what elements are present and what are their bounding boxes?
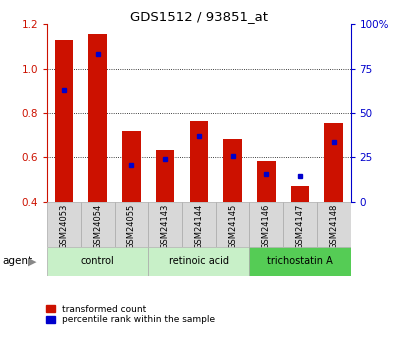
Bar	[256, 161, 275, 202]
Bar	[88, 34, 107, 202]
Text: GSM24144: GSM24144	[194, 204, 203, 249]
Bar	[223, 139, 241, 202]
Bar	[148, 202, 182, 247]
Bar	[155, 150, 174, 202]
Text: GSM24055: GSM24055	[127, 204, 136, 249]
Bar	[249, 202, 283, 247]
Bar	[283, 202, 316, 247]
Text: trichostatin A: trichostatin A	[266, 256, 332, 266]
Title: GDS1512 / 93851_at: GDS1512 / 93851_at	[130, 10, 267, 23]
Bar	[148, 247, 249, 276]
Bar	[189, 121, 208, 202]
Bar	[316, 202, 350, 247]
Bar	[114, 202, 148, 247]
Bar	[249, 247, 350, 276]
Text: GSM24148: GSM24148	[328, 204, 337, 249]
Bar	[215, 202, 249, 247]
Bar	[122, 131, 140, 202]
Text: agent: agent	[2, 256, 32, 266]
Bar	[55, 40, 73, 202]
Text: GSM24147: GSM24147	[295, 204, 304, 249]
Text: control: control	[81, 256, 114, 266]
Text: GSM24145: GSM24145	[227, 204, 236, 249]
Bar	[182, 202, 215, 247]
Bar	[47, 202, 81, 247]
Text: GSM24146: GSM24146	[261, 204, 270, 249]
Text: GSM24053: GSM24053	[59, 204, 68, 249]
Text: GSM24143: GSM24143	[160, 204, 169, 249]
Bar	[290, 186, 308, 202]
Bar	[47, 247, 148, 276]
Legend: transformed count, percentile rank within the sample: transformed count, percentile rank withi…	[45, 305, 214, 324]
Text: GSM24054: GSM24054	[93, 204, 102, 249]
Text: ▶: ▶	[28, 256, 36, 266]
Bar	[81, 202, 114, 247]
Bar	[324, 123, 342, 202]
Text: retinoic acid: retinoic acid	[169, 256, 228, 266]
